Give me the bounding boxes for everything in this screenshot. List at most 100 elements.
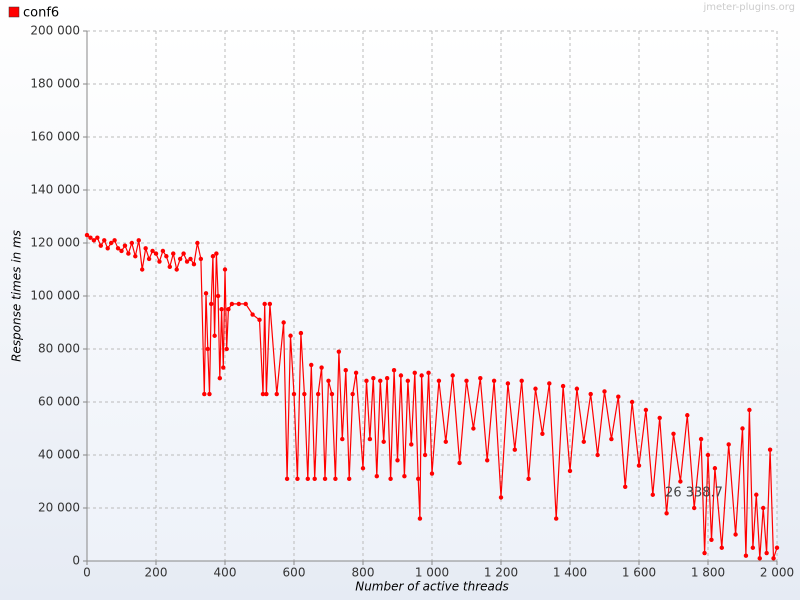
data-point (712, 466, 718, 471)
data-point (215, 293, 221, 299)
legend-label: conf6 (23, 6, 59, 21)
data-point (457, 460, 462, 466)
data-point (164, 254, 169, 259)
data-point (526, 476, 531, 482)
data-point (595, 452, 600, 458)
data-point (217, 375, 223, 381)
annotation: 26 338.7 (665, 486, 723, 501)
data-point (160, 248, 166, 254)
data-point (726, 442, 731, 447)
x-tick-label: 1 000 (415, 566, 449, 580)
data-point (298, 330, 304, 336)
x-tick-label: 400 (214, 566, 237, 580)
data-point (336, 349, 342, 354)
data-point (554, 516, 559, 521)
data-point (443, 439, 448, 444)
x-tick-label: 0 (83, 566, 91, 580)
data-point (157, 259, 162, 264)
data-point (547, 381, 552, 386)
data-point (202, 391, 207, 397)
data-point (203, 291, 209, 296)
data-point (219, 307, 224, 312)
data-point (312, 476, 317, 482)
data-point (243, 301, 248, 307)
y-tick-label: 100 000 (30, 289, 80, 303)
data-point (115, 246, 121, 251)
data-point (214, 251, 219, 256)
data-point (436, 378, 442, 383)
data-point (709, 537, 714, 542)
data-point (702, 550, 707, 556)
data-point (91, 238, 97, 243)
data-point (212, 333, 217, 338)
data-point (364, 378, 369, 383)
data-point (98, 243, 104, 248)
data-point (412, 370, 417, 376)
data-point (764, 550, 769, 556)
y-tick-label: 20 000 (38, 501, 80, 515)
x-tick-label: 800 (352, 566, 375, 580)
data-point (205, 346, 210, 352)
data-point (533, 386, 538, 391)
data-point (685, 413, 690, 418)
data-point (224, 346, 229, 352)
y-tick-label: 60 000 (38, 395, 80, 409)
data-point (288, 333, 293, 338)
watermark: jmeter-plugins.org (702, 2, 795, 13)
data-point (581, 439, 586, 444)
data-point (750, 545, 756, 550)
data-point (274, 391, 279, 397)
data-point (333, 476, 338, 482)
data-point (426, 370, 431, 376)
data-point (636, 463, 642, 468)
data-point (616, 394, 621, 399)
data-point (136, 238, 141, 243)
legend-swatch (8, 6, 20, 18)
x-tick-label: 1 600 (622, 566, 656, 580)
data-point (512, 447, 517, 452)
data-point (105, 246, 110, 251)
data-point (222, 267, 228, 272)
data-point (329, 391, 335, 397)
data-point (281, 320, 286, 325)
data-point (340, 436, 345, 442)
data-point (623, 484, 628, 489)
data-point (560, 383, 566, 389)
data-point (226, 307, 231, 312)
data-point (733, 532, 738, 537)
data-point (221, 365, 226, 370)
data-point (360, 466, 366, 471)
data-point (471, 426, 476, 431)
data-point (419, 373, 424, 378)
data-point (771, 556, 776, 561)
data-point (262, 301, 267, 307)
data-point (295, 476, 300, 482)
data-point (505, 381, 511, 386)
data-point (343, 368, 348, 373)
data-point (657, 415, 662, 421)
data-point (602, 389, 607, 394)
data-point (491, 378, 497, 383)
data-point (95, 235, 100, 240)
data-point (664, 511, 669, 516)
data-point (322, 476, 328, 482)
data-point (257, 317, 262, 323)
data-point (284, 476, 290, 482)
data-point (102, 238, 107, 243)
data-point (629, 399, 635, 405)
data-point (417, 516, 423, 521)
data-point (609, 436, 614, 442)
data-point (774, 545, 780, 550)
data-point (747, 407, 752, 413)
data-point (692, 505, 697, 511)
series-line (86, 234, 778, 559)
data-point (146, 256, 152, 262)
data-point (743, 553, 749, 558)
data-point (143, 246, 148, 251)
data-point (167, 264, 172, 270)
data-point (429, 471, 435, 476)
data-point (405, 378, 411, 383)
data-point (698, 436, 704, 442)
data-point (188, 256, 193, 262)
